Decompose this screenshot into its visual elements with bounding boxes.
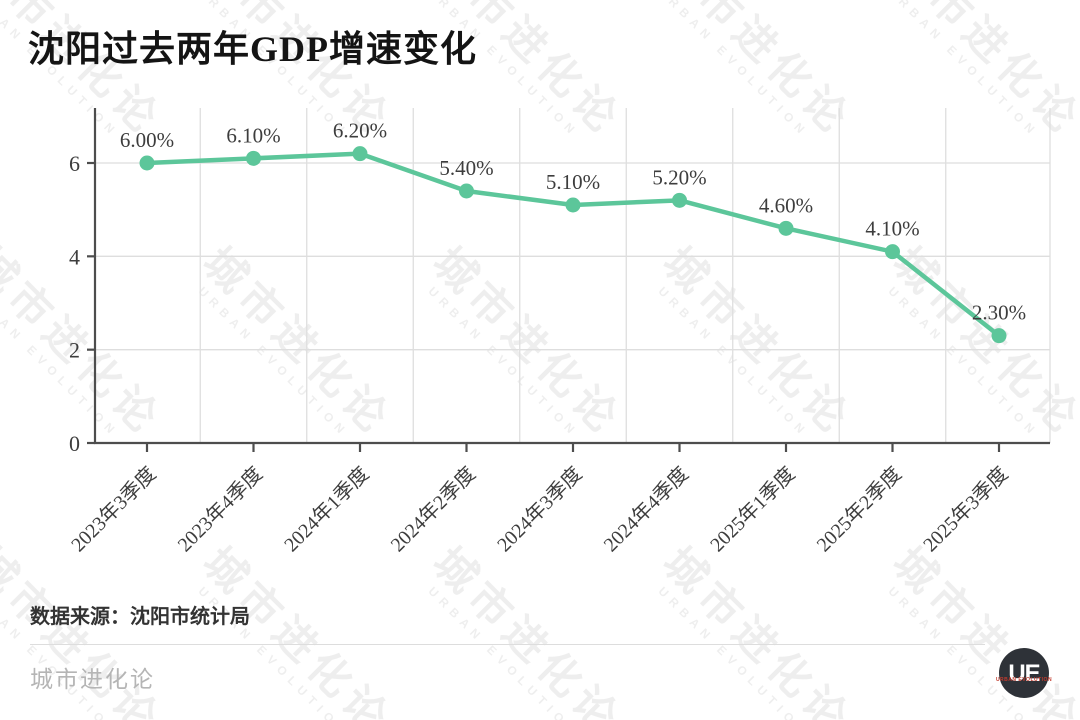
page-title: 沈阳过去两年GDP增速变化 bbox=[28, 29, 477, 69]
data-point-label: 2.30% bbox=[972, 301, 1026, 325]
data-point bbox=[672, 192, 687, 208]
watermark-en: URBAN EVOLUTION bbox=[655, 584, 812, 720]
data-point bbox=[459, 183, 474, 199]
data-point-label: 6.00% bbox=[120, 128, 174, 152]
x-tick-label: 2025年1季度 bbox=[705, 462, 799, 556]
x-tick-label: 2024年4季度 bbox=[599, 462, 693, 556]
x-tick-label: 2024年1季度 bbox=[279, 462, 373, 556]
footer-divider bbox=[30, 644, 985, 645]
data-point bbox=[352, 146, 368, 162]
source-note: 数据来源：沈阳市统计局 bbox=[30, 606, 250, 628]
watermark-en: URBAN EVOLUTION bbox=[0, 584, 122, 720]
data-point-label: 5.10% bbox=[546, 170, 600, 194]
data-point-label: 5.20% bbox=[652, 165, 706, 189]
data-point-label: 5.40% bbox=[439, 156, 493, 180]
watermark-en: URBAN EVOLUTION bbox=[425, 584, 582, 720]
y-tick-label: 0 bbox=[69, 431, 80, 456]
data-point bbox=[991, 328, 1007, 344]
x-tick-label: 2024年3季度 bbox=[492, 462, 586, 556]
y-tick-label: 2 bbox=[69, 338, 80, 363]
logo-ue-text: UE bbox=[1008, 660, 1040, 688]
x-tick-label: 2023年3季度 bbox=[66, 462, 160, 556]
data-point-label: 6.10% bbox=[226, 123, 280, 147]
data-point-label: 4.10% bbox=[865, 217, 919, 241]
data-point bbox=[885, 244, 900, 260]
x-tick-label: 2024年2季度 bbox=[386, 462, 480, 556]
footer-brand-text: 城市进化论 bbox=[30, 666, 155, 692]
data-point bbox=[246, 150, 261, 166]
brand-logo: UE URBAN EVOLUTION bbox=[995, 648, 1053, 698]
logo-subtext: URBAN EVOLUTION bbox=[995, 676, 1053, 683]
x-tick-label: 2023年4季度 bbox=[173, 462, 267, 556]
watermark-en: URBAN EVOLUTION bbox=[885, 584, 1042, 720]
data-point bbox=[778, 220, 794, 236]
watermark-en: URBAN EVOLUTION bbox=[195, 584, 352, 720]
data-point-label: 6.20% bbox=[333, 119, 387, 143]
data-point bbox=[565, 197, 581, 213]
y-tick-label: 4 bbox=[69, 244, 80, 269]
y-tick-label: 6 bbox=[69, 151, 80, 176]
x-tick-label: 2025年2季度 bbox=[812, 462, 906, 556]
x-tick-label: 2025年3季度 bbox=[918, 462, 1012, 556]
data-point bbox=[139, 155, 155, 171]
data-point-label: 4.60% bbox=[759, 193, 813, 217]
